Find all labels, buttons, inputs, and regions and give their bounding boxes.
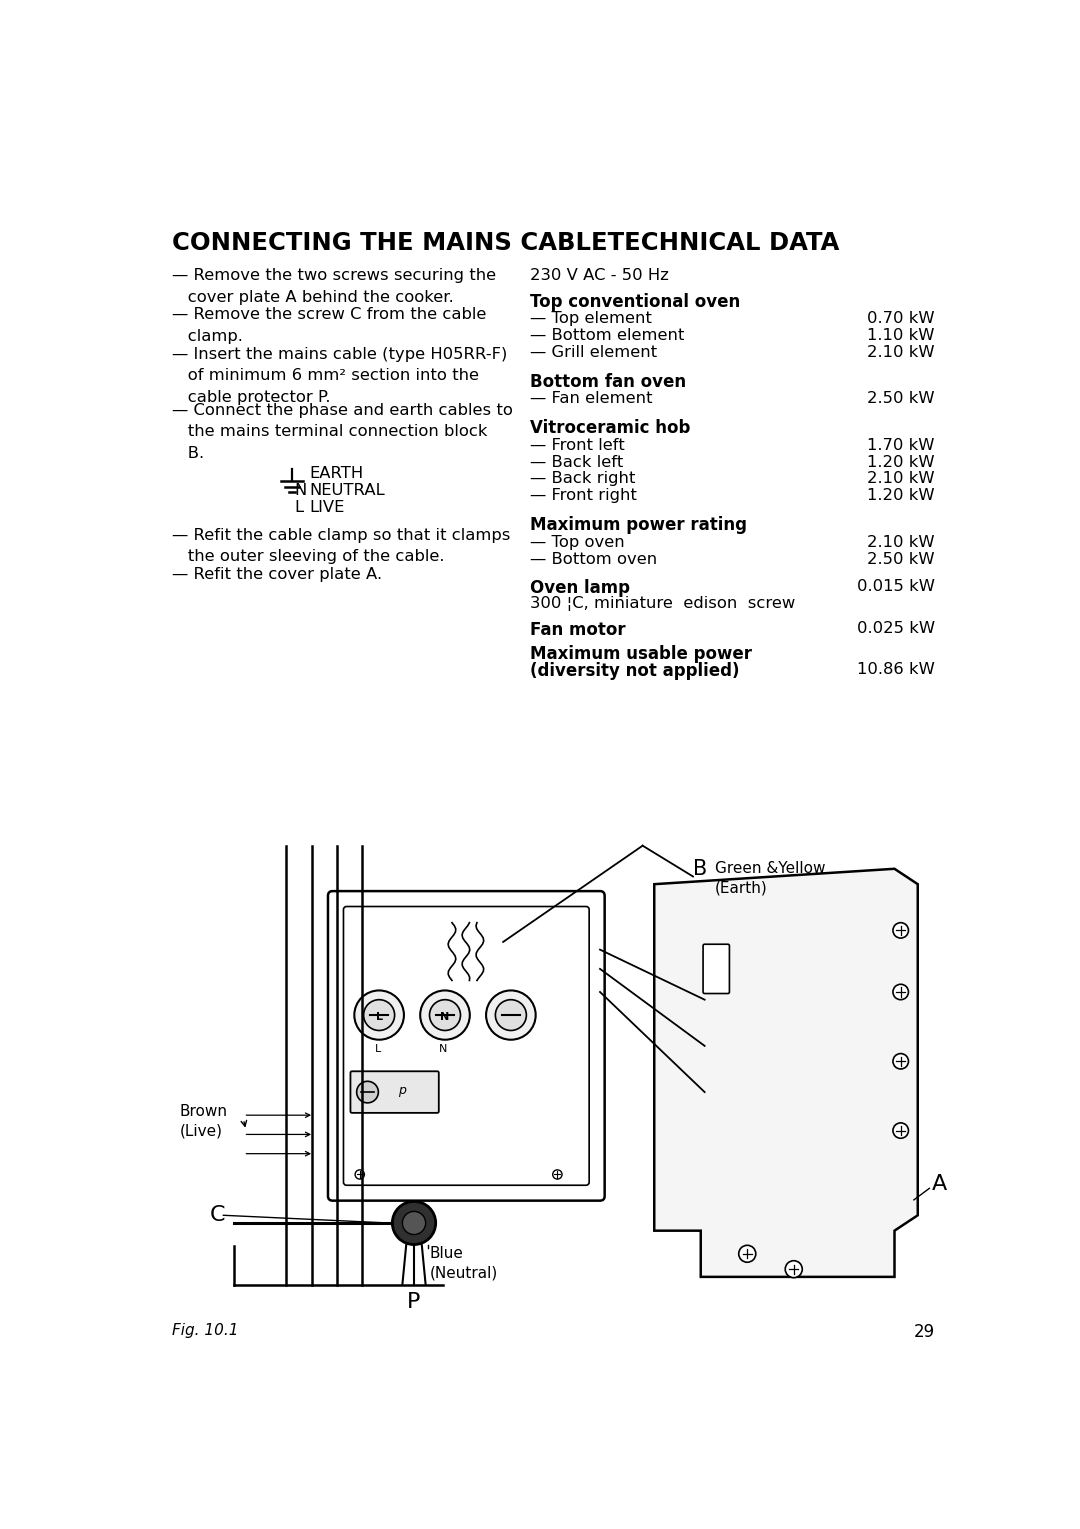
Text: 0.015 kW: 0.015 kW: [856, 579, 935, 595]
Circle shape: [354, 991, 404, 1040]
Circle shape: [893, 922, 908, 939]
Text: L: L: [295, 500, 303, 515]
Text: 2.50 kW: 2.50 kW: [867, 391, 935, 407]
Text: — Grill element: — Grill element: [530, 346, 658, 361]
Circle shape: [893, 1122, 908, 1138]
Circle shape: [403, 1211, 426, 1234]
Circle shape: [420, 991, 470, 1040]
Text: 2.10 kW: 2.10 kW: [867, 471, 935, 486]
Text: — Insert the mains cable (type H05RR-F)
   of minimum 6 mm² section into the
   : — Insert the mains cable (type H05RR-F) …: [172, 347, 508, 405]
Text: 0.025 kW: 0.025 kW: [856, 621, 935, 636]
Text: N: N: [295, 483, 307, 498]
Text: — Remove the screw C from the cable
   clamp.: — Remove the screw C from the cable clam…: [172, 307, 487, 344]
Text: EARTH: EARTH: [309, 466, 364, 482]
Text: L: L: [375, 1044, 381, 1055]
Circle shape: [392, 1202, 435, 1245]
FancyBboxPatch shape: [328, 891, 605, 1200]
Text: — Connect the phase and earth cables to
   the mains terminal connection block
 : — Connect the phase and earth cables to …: [172, 402, 513, 460]
Text: — Bottom element: — Bottom element: [530, 329, 685, 342]
Text: Vitroceramic hob: Vitroceramic hob: [530, 419, 690, 437]
Text: CONNECTING THE MAINS CABLETECHNICAL DATA: CONNECTING THE MAINS CABLETECHNICAL DATA: [172, 231, 839, 255]
Text: — Refit the cover plate A.: — Refit the cover plate A.: [172, 567, 382, 583]
Text: Top conventional oven: Top conventional oven: [530, 294, 741, 310]
Text: Fig. 10.1: Fig. 10.1: [172, 1323, 239, 1338]
Text: — Top oven: — Top oven: [530, 535, 625, 549]
Text: N: N: [441, 1012, 449, 1021]
Text: P: P: [407, 1292, 421, 1312]
Text: LIVE: LIVE: [309, 500, 345, 515]
Text: Maximum usable power: Maximum usable power: [530, 645, 753, 664]
Polygon shape: [654, 868, 918, 1277]
Circle shape: [785, 1261, 802, 1278]
Text: (diversity not applied): (diversity not applied): [530, 662, 740, 680]
Text: 1.10 kW: 1.10 kW: [867, 329, 935, 342]
Text: 2.10 kW: 2.10 kW: [867, 346, 935, 361]
Circle shape: [430, 1000, 460, 1031]
Text: — Refit the cable clamp so that it clamps
   the outer sleeving of the cable.: — Refit the cable clamp so that it clamp…: [172, 528, 511, 564]
Text: Oven lamp: Oven lamp: [530, 579, 631, 598]
Text: 0.70 kW: 0.70 kW: [867, 312, 935, 326]
Text: L: L: [376, 1012, 382, 1021]
FancyBboxPatch shape: [350, 1072, 438, 1113]
Text: — Back left: — Back left: [530, 454, 623, 469]
Text: N: N: [440, 1044, 447, 1055]
Text: C: C: [210, 1205, 225, 1225]
Text: — Remove the two screws securing the
   cover plate A behind the cooker.: — Remove the two screws securing the cov…: [172, 268, 497, 304]
Circle shape: [553, 1170, 562, 1179]
Text: 300 ¦C, miniature  edison  screw: 300 ¦C, miniature edison screw: [530, 596, 796, 612]
Circle shape: [496, 1000, 526, 1031]
Circle shape: [893, 1053, 908, 1069]
Text: 2.10 kW: 2.10 kW: [867, 535, 935, 549]
Text: — Front right: — Front right: [530, 488, 637, 503]
Text: Brown
(Live): Brown (Live): [180, 1104, 228, 1139]
Text: 230 V AC - 50 Hz: 230 V AC - 50 Hz: [530, 268, 670, 283]
Circle shape: [739, 1245, 756, 1263]
Text: 1.20 kW: 1.20 kW: [867, 454, 935, 469]
Text: Green &Yellow
(Earth): Green &Yellow (Earth): [715, 861, 825, 896]
Text: 1.20 kW: 1.20 kW: [867, 488, 935, 503]
Text: Fan motor: Fan motor: [530, 621, 626, 639]
FancyBboxPatch shape: [703, 945, 729, 994]
Text: Blue
(Neutral): Blue (Neutral): [430, 1246, 498, 1281]
FancyBboxPatch shape: [343, 907, 590, 1185]
Text: — Front left: — Front left: [530, 437, 625, 453]
Text: Maximum power rating: Maximum power rating: [530, 517, 747, 534]
Circle shape: [364, 1000, 394, 1031]
Text: 1.70 kW: 1.70 kW: [867, 437, 935, 453]
Circle shape: [893, 985, 908, 1000]
Text: 29: 29: [914, 1323, 935, 1341]
Circle shape: [356, 1081, 378, 1102]
Circle shape: [486, 991, 536, 1040]
Text: — Top element: — Top element: [530, 312, 652, 326]
Text: — Back right: — Back right: [530, 471, 636, 486]
Text: 10.86 kW: 10.86 kW: [856, 662, 935, 677]
Text: A: A: [932, 1174, 947, 1194]
Text: NEUTRAL: NEUTRAL: [309, 483, 386, 498]
Text: 2.50 kW: 2.50 kW: [867, 552, 935, 567]
Text: Bottom fan oven: Bottom fan oven: [530, 373, 687, 391]
Text: — Fan element: — Fan element: [530, 391, 652, 407]
Text: B: B: [693, 859, 707, 879]
Text: p: p: [399, 1084, 406, 1098]
Text: — Bottom oven: — Bottom oven: [530, 552, 658, 567]
Circle shape: [355, 1170, 364, 1179]
